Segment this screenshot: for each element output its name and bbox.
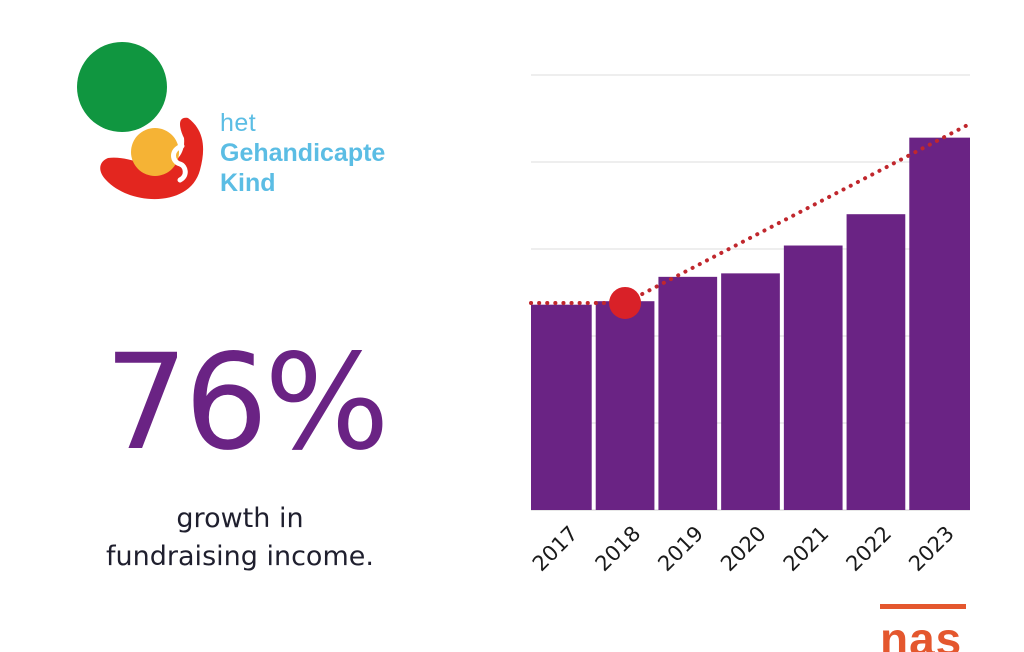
trend-marker-2018	[609, 286, 642, 319]
x-tick-label-2022: 2022	[841, 521, 896, 576]
chart-x-tick-labels: 2017 2018 2019 2020 2021 2022 2023	[528, 521, 959, 576]
x-tick-label-2017: 2017	[528, 521, 583, 576]
x-tick-label-2023: 2023	[904, 521, 959, 576]
bar-2019	[658, 276, 718, 510]
x-tick-label-2018: 2018	[591, 521, 646, 576]
caption-line-1: growth in	[176, 503, 304, 534]
logo-mark-icon	[77, 42, 204, 200]
logo-green-circle	[77, 42, 167, 132]
footer-logo: nas	[880, 604, 970, 652]
logo-red-hand	[100, 117, 204, 200]
growth-caption: growth in fundraising income.	[60, 500, 420, 576]
footer-logo-bar	[880, 604, 966, 609]
chart-trendline-group	[529, 121, 972, 319]
bar-2020	[721, 273, 780, 510]
footer-logo-text: nas	[880, 613, 963, 652]
logo-wordmark: het Gehandicapte Kind	[220, 108, 385, 198]
trendline	[529, 121, 972, 305]
organization-logo: het Gehandicapte Kind	[70, 38, 430, 213]
logo-line-2: Gehandicapte	[220, 139, 386, 167]
bar-2022	[846, 214, 906, 510]
growth-percentage: 76%	[104, 326, 389, 480]
caption-line-2: fundraising income.	[106, 541, 374, 572]
x-tick-label-2020: 2020	[716, 521, 771, 576]
bar-2023	[909, 137, 970, 510]
logo-orange-circle	[131, 128, 179, 176]
chart-bars	[531, 137, 970, 510]
bar-2017	[531, 304, 592, 510]
logo-line-3: Kind	[220, 169, 276, 197]
bar-2018	[595, 301, 655, 510]
logo-line-1: het	[220, 109, 257, 137]
bar-2021	[783, 245, 843, 510]
x-tick-label-2021: 2021	[779, 521, 834, 576]
x-tick-label-2019: 2019	[653, 521, 708, 576]
logo-white-swirl	[171, 143, 188, 183]
